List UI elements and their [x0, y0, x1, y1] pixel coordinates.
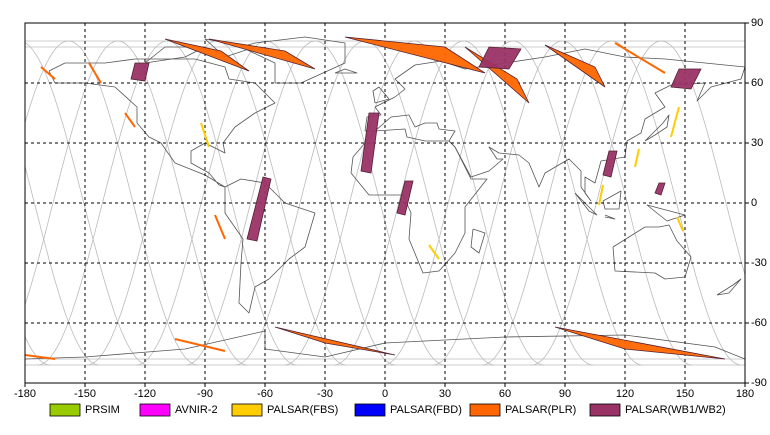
swath: [174, 338, 226, 352]
legend-swatch: [231, 403, 263, 417]
x-tick-label: 180: [736, 388, 754, 400]
coastline: [48, 58, 276, 188]
swath: [124, 112, 136, 128]
coastline: [372, 86, 390, 104]
swath: [214, 214, 226, 240]
y-tick-label: 30: [751, 137, 763, 149]
swath: [670, 106, 680, 138]
coastline: [224, 178, 316, 314]
swath: [200, 122, 210, 148]
x-tick-label: 150: [676, 388, 694, 400]
swath: [478, 46, 522, 70]
y-tick-label: 0: [751, 197, 757, 209]
legend-label: PALSAR(WB1/WB2): [625, 404, 726, 416]
swath: [25, 354, 56, 360]
swath: [544, 44, 606, 88]
coastline: [644, 114, 670, 142]
orbit-track: [25, 42, 149, 366]
plot-frame: [24, 22, 746, 384]
legend-label: PALSAR(PLR): [505, 404, 576, 416]
swath: [274, 326, 396, 356]
legend-swatch: [589, 403, 621, 417]
y-tick-label: 60: [751, 77, 763, 89]
swath: [88, 62, 102, 84]
coastlines: [25, 36, 745, 360]
legend-swatch: [354, 403, 386, 417]
swath: [676, 216, 684, 232]
swath: [428, 244, 440, 260]
coastline: [334, 68, 358, 74]
swath: [130, 62, 150, 82]
coastline: [602, 190, 622, 210]
legend-swatch: [469, 403, 501, 417]
x-tick-label: 120: [616, 388, 634, 400]
legend-swatch: [49, 403, 81, 417]
coastline: [25, 330, 745, 360]
y-tick-label: -90: [751, 377, 767, 389]
legend-swatch: [139, 403, 171, 417]
coastline: [646, 204, 686, 222]
swath: [40, 66, 56, 80]
x-tick-label: 60: [499, 388, 511, 400]
legend-label: PRSIM: [85, 404, 120, 416]
coastline: [716, 278, 742, 296]
x-tick-label: -30: [317, 388, 333, 400]
legend: PRSIM AVNIR-2 PALSAR(FBS) PALSAR(FBD) PALSAR…: [49, 403, 726, 417]
y-tick-label: 90: [751, 17, 763, 29]
swath: [164, 38, 250, 72]
y-tick-label: -60: [751, 317, 767, 329]
coastline: [574, 192, 598, 216]
swath: [654, 182, 666, 196]
swath: [554, 326, 726, 360]
swath: [598, 184, 604, 206]
legend-label: PALSAR(FBS): [267, 404, 338, 416]
swath: [634, 148, 640, 168]
x-tick-label: -180: [14, 388, 36, 400]
swath: [208, 38, 316, 70]
coastline: [240, 36, 346, 84]
x-tick-label: -90: [197, 388, 213, 400]
x-tick-label: 90: [559, 388, 571, 400]
coastline: [604, 214, 616, 220]
x-tick-label: 30: [439, 388, 451, 400]
coastline: [470, 228, 486, 254]
y-tick-label: -30: [751, 257, 767, 269]
orbit-track: [25, 164, 100, 366]
x-tick-label: -120: [134, 388, 156, 400]
legend-label: AVNIR-2: [175, 404, 218, 416]
swath: [396, 180, 414, 216]
x-tick-label: -60: [257, 388, 273, 400]
coastline: [350, 128, 488, 274]
swath: [670, 68, 702, 90]
tick-labels: -180 -150 -120 -90 -60 -30 0 30 60 90 120 150 180 90 6…: [14, 17, 767, 400]
swath: [344, 36, 486, 74]
x-tick-label: -150: [74, 388, 96, 400]
swaths: [25, 36, 726, 360]
coastline: [612, 224, 692, 280]
swath: [360, 112, 380, 174]
legend-label: PALSAR(FBD): [390, 404, 462, 416]
swath: [246, 176, 272, 242]
x-tick-label: 0: [382, 388, 388, 400]
orbit-track: [235, 40, 495, 366]
swath: [602, 150, 618, 178]
swath: [614, 42, 666, 74]
